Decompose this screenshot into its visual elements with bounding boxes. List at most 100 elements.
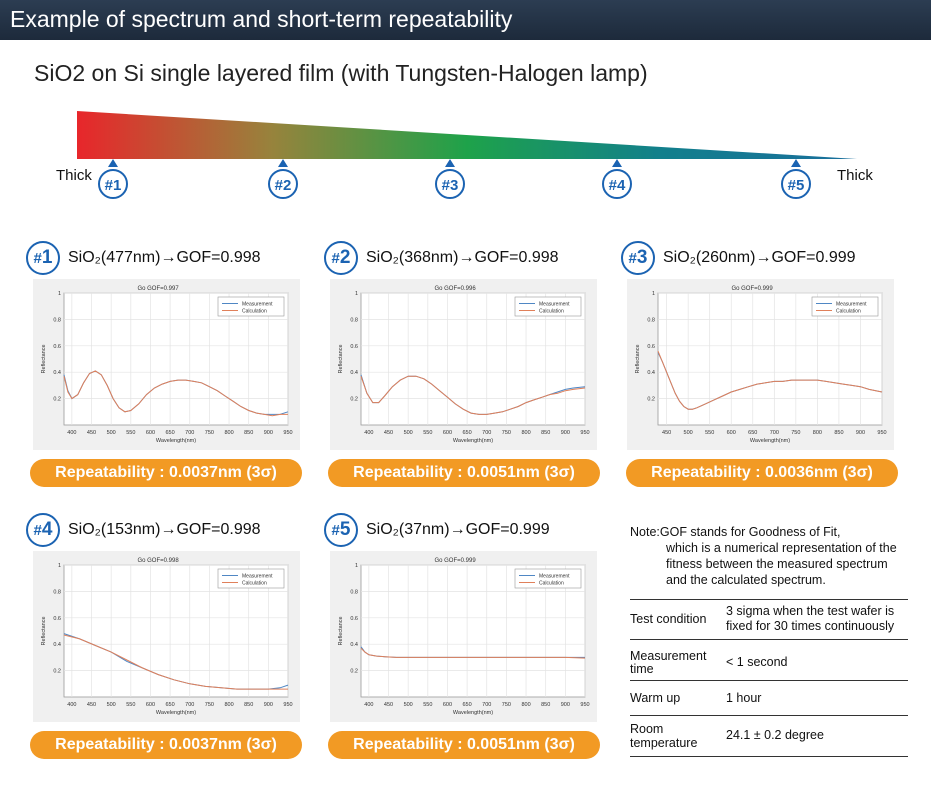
x-tick-label: 700 — [482, 702, 491, 708]
y-tick-label: 0.8 — [53, 317, 61, 323]
x-tick-label: 550 — [423, 702, 432, 708]
x-axis-label: Wavelength(nm) — [156, 710, 196, 716]
y-tick-label: 0.6 — [53, 616, 61, 622]
panel-5-badge: #5 — [324, 513, 358, 547]
x-tick-label: 650 — [748, 430, 757, 436]
chart-title: Go GOF=0.999 — [434, 558, 476, 564]
x-tick-label: 850 — [244, 702, 253, 708]
condition-key: Room — [630, 722, 664, 736]
x-tick-label: 950 — [283, 430, 292, 436]
x-tick-label: 800 — [224, 702, 233, 708]
header-bar: Example of spectrum and short-term repea… — [0, 0, 931, 40]
y-tick-label: 0.4 — [350, 642, 358, 648]
legend-label: Calculation — [539, 309, 564, 315]
panel-5-plot: 400 450 500 550 600 650 700 750 800 850 900 950 0.2 0… — [330, 551, 597, 722]
note-lead: Note:GOF stands for Goodness of Fit, — [630, 525, 841, 539]
x-tick-label: 800 — [521, 430, 530, 436]
legend-label: Measurement — [242, 574, 273, 580]
x-tick-label: 700 — [770, 430, 779, 436]
marker-pointer — [278, 159, 288, 167]
condition-value: 3 sigma when the test wafer is — [726, 604, 895, 618]
x-tick-label: 650 — [463, 702, 472, 708]
x-tick-label: 900 — [561, 430, 570, 436]
y-axis-label: Reflectance — [635, 344, 641, 373]
x-tick-label: 750 — [791, 430, 800, 436]
marker-circle — [98, 169, 128, 199]
panel-2-repeatability: Repeatability : 0.0051nm (3σ) — [328, 459, 600, 487]
panel-1-repeatability: Repeatability : 0.0037nm (3σ) — [30, 459, 302, 487]
marker-pointer — [108, 159, 118, 167]
x-tick-label: 950 — [283, 702, 292, 708]
x-tick-label: 500 — [107, 430, 116, 436]
y-tick-label: 1 — [652, 291, 655, 297]
y-tick-label: 0.2 — [53, 397, 61, 403]
x-tick-label: 900 — [264, 430, 273, 436]
x-tick-label: 450 — [662, 430, 671, 436]
condition-row: Test condition 3 sigma when the test waf… — [630, 599, 908, 639]
subtitle: SiO2 on Si single layered film (with Tun… — [34, 60, 648, 86]
spectrum-chart-1: 400 450 500 550 600 650 700 750 800 850 900 950 0.2 0… — [41, 286, 293, 444]
condition-row: Measurement time < 1 second — [630, 639, 908, 680]
condition-value: fixed for 30 times continuously — [726, 619, 895, 633]
condition-row: Room temperature 24.1 ± 0.2 degree — [630, 715, 908, 756]
condition-key: Measurement — [630, 649, 707, 663]
x-tick-label: 450 — [384, 702, 393, 708]
wedge-shape — [77, 111, 857, 159]
y-tick-label: 0.2 — [350, 397, 358, 403]
legend-box — [217, 296, 285, 317]
y-tick-label: 1 — [58, 291, 61, 297]
panel-1-plot: 400 450 500 550 600 650 700 750 800 850 900 950 0.2 0… — [33, 279, 300, 450]
gof-note: Note:GOF stands for Goodness of Fit, whi… — [630, 524, 920, 588]
x-tick-label: 500 — [404, 430, 413, 436]
condition-key: time — [630, 662, 654, 676]
condition-value: < 1 second — [726, 655, 788, 669]
y-tick-label: 1 — [58, 563, 61, 569]
y-axis-label: Reflectance — [338, 616, 344, 645]
marker-circle — [781, 169, 811, 199]
panel-2-formula: SiO₂(368nm)→GOF=0.998 — [366, 249, 559, 266]
x-tick-label: 850 — [834, 430, 843, 436]
legend-box — [217, 568, 285, 589]
series-line — [360, 375, 586, 415]
y-tick-label: 0.6 — [350, 616, 358, 622]
panel-2-badge: #2 — [324, 241, 358, 275]
wedge-marker-layer: #1 #2 #3 #4 #5 — [98, 159, 811, 199]
y-tick-label: 0.6 — [647, 344, 655, 350]
x-tick-label: 500 — [684, 430, 693, 436]
x-tick-label: 600 — [443, 702, 452, 708]
x-tick-label: 400 — [364, 702, 373, 708]
y-tick-label: 0.8 — [350, 589, 358, 595]
note-line: and the calculated spectrum. — [666, 573, 826, 587]
spectrum-chart-2: 400 450 500 550 600 650 700 750 800 850 900 950 0.2 0… — [338, 286, 590, 444]
chart-title: Go GOF=0.996 — [434, 286, 476, 292]
wedge-position-marker: #5 — [781, 159, 811, 199]
x-tick-label: 500 — [107, 702, 116, 708]
marker-circle — [602, 169, 632, 199]
legend-box — [811, 296, 879, 317]
legend-label: Measurement — [242, 302, 273, 308]
wedge-position-marker: #4 — [602, 159, 632, 199]
wedge-position-marker: #3 — [435, 159, 465, 199]
x-tick-label: 600 — [146, 702, 155, 708]
wedge-graphic: #1 #2 #3 #4 #5 — [77, 111, 857, 199]
marker-label: #5 — [788, 177, 805, 194]
y-tick-label: 0.8 — [53, 589, 61, 595]
series-line — [657, 350, 883, 410]
panel-4-plot: 400 450 500 550 600 650 700 750 800 850 900 950 0.2 0… — [33, 551, 300, 722]
marker-label: #2 — [275, 177, 292, 194]
panel-3-plot: 450 500 550 600 650 700 750 800 850 900 950 0.2 0.4 0… — [627, 279, 894, 450]
legend-label: Measurement — [836, 302, 867, 308]
y-axis-label: Reflectance — [41, 344, 47, 373]
legend-box — [514, 296, 582, 317]
panel-3-badge: #3 — [621, 241, 655, 275]
thick-label-right: Thick — [837, 167, 873, 184]
x-tick-label: 400 — [67, 702, 76, 708]
x-tick-label: 700 — [185, 430, 194, 436]
x-tick-label: 750 — [502, 702, 511, 708]
x-tick-label: 800 — [224, 430, 233, 436]
x-tick-label: 850 — [541, 430, 550, 436]
x-tick-label: 950 — [580, 430, 589, 436]
legend-label: Measurement — [539, 574, 570, 580]
chart-title: Go GOF=0.998 — [137, 558, 179, 564]
legend-label: Measurement — [539, 302, 570, 308]
